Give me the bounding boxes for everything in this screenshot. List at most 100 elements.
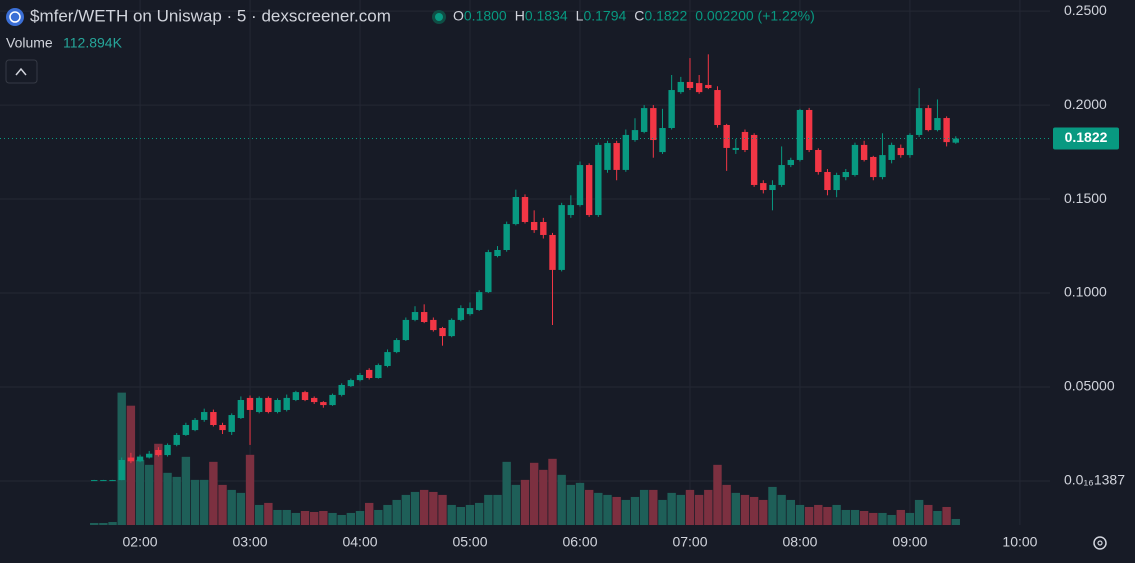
volume-bar bbox=[887, 514, 896, 525]
y-tick-label: 0.05000 bbox=[1064, 378, 1115, 394]
settings-button[interactable] bbox=[1093, 536, 1107, 550]
candle-body bbox=[714, 90, 721, 125]
volume-bar bbox=[566, 484, 576, 525]
volume-bar bbox=[759, 499, 768, 525]
volume-bar bbox=[630, 496, 640, 525]
volume-bar bbox=[511, 484, 521, 525]
volume-bar bbox=[804, 506, 814, 525]
volume-bar bbox=[777, 494, 786, 525]
volume-label: Volume bbox=[6, 35, 53, 51]
volume-bar bbox=[264, 502, 273, 525]
volume-bar bbox=[419, 489, 429, 525]
candle-body bbox=[512, 196, 520, 225]
candle-body bbox=[347, 380, 355, 387]
candle-body bbox=[659, 128, 666, 153]
volume-bar bbox=[374, 509, 383, 525]
candle-body bbox=[851, 144, 859, 175]
candle-body bbox=[146, 453, 153, 458]
volume-bar bbox=[447, 504, 456, 525]
volume-bar bbox=[584, 489, 594, 525]
candle-body bbox=[365, 369, 373, 379]
volume-bar bbox=[493, 494, 502, 525]
volume-bar bbox=[410, 491, 420, 525]
candle-body bbox=[329, 394, 336, 406]
volume-bar bbox=[154, 443, 163, 525]
volume-bar bbox=[355, 510, 365, 525]
volume-bar bbox=[300, 510, 310, 525]
candle-body bbox=[375, 365, 382, 379]
candle-body bbox=[879, 155, 886, 178]
candle-body bbox=[411, 312, 419, 320]
volume-bar bbox=[905, 512, 915, 525]
volume-bar bbox=[255, 504, 264, 525]
volume-bar bbox=[172, 476, 181, 525]
volume-bar bbox=[924, 504, 933, 525]
x-tick-label: 02:00 bbox=[123, 534, 158, 550]
candle-body bbox=[668, 90, 675, 129]
candle-body bbox=[585, 165, 593, 216]
candle-body bbox=[164, 444, 171, 456]
last-price-badge bbox=[1053, 127, 1119, 150]
candle-body bbox=[723, 125, 730, 148]
y-tick-label: 0.2500 bbox=[1064, 2, 1107, 18]
volume-bar bbox=[319, 510, 328, 525]
candle-body bbox=[173, 434, 180, 445]
volume-bar bbox=[878, 512, 887, 525]
collapse-button[interactable] bbox=[5, 59, 38, 84]
candle-body bbox=[595, 144, 602, 216]
volume-bar bbox=[667, 492, 676, 525]
candle-body bbox=[576, 165, 584, 206]
candle-body bbox=[769, 184, 776, 191]
candle-body bbox=[136, 456, 144, 462]
candle-body bbox=[127, 457, 135, 462]
candle-body bbox=[91, 480, 98, 482]
candle-body bbox=[420, 312, 428, 322]
volume-bar bbox=[575, 482, 585, 525]
candle-body bbox=[787, 159, 794, 166]
volume-bar bbox=[218, 484, 227, 525]
x-tick-label: 05:00 bbox=[452, 534, 487, 550]
volume-bar bbox=[814, 504, 823, 525]
volume-bar bbox=[328, 512, 337, 525]
candle-body bbox=[695, 83, 703, 93]
candle-body bbox=[219, 425, 226, 431]
volume-bar bbox=[694, 494, 704, 525]
volume-bar bbox=[658, 499, 667, 525]
volume-bar bbox=[548, 458, 557, 525]
candle-body bbox=[439, 328, 446, 337]
volume-bar bbox=[383, 504, 392, 525]
candle-body bbox=[210, 412, 217, 425]
volume-bar bbox=[145, 464, 154, 525]
candle-body bbox=[915, 108, 923, 135]
ohlc-key: H bbox=[515, 8, 525, 24]
volume-bar bbox=[740, 494, 750, 525]
candle-body bbox=[475, 292, 483, 310]
volume-bar bbox=[135, 459, 145, 525]
change-value: 0.002200 (+1.22%) bbox=[695, 8, 814, 24]
volume-bar bbox=[896, 509, 905, 525]
candle-body bbox=[760, 183, 767, 191]
candle-body bbox=[356, 375, 364, 381]
candle-body bbox=[338, 384, 345, 395]
candle-body bbox=[301, 392, 309, 400]
candle-body bbox=[870, 156, 877, 178]
candle-body bbox=[393, 340, 400, 353]
candle-body bbox=[567, 205, 575, 216]
volume-bar bbox=[245, 454, 255, 525]
volume-bar bbox=[823, 506, 832, 525]
candle-body bbox=[521, 196, 529, 222]
candle-body bbox=[640, 108, 648, 132]
candle-body bbox=[934, 118, 941, 131]
volume-bar bbox=[163, 472, 172, 525]
volume-bar bbox=[200, 479, 209, 525]
volume-bar bbox=[456, 506, 466, 525]
candle-body bbox=[384, 352, 391, 366]
y-tick-label: 0.1000 bbox=[1064, 284, 1107, 300]
token-icon-ring bbox=[9, 11, 21, 23]
candle-body bbox=[265, 397, 272, 413]
candle-body bbox=[310, 397, 318, 403]
volume-bar bbox=[126, 405, 136, 525]
candle-body bbox=[109, 480, 116, 482]
volume-bar bbox=[429, 491, 438, 525]
ohlc-key: L bbox=[576, 8, 584, 24]
